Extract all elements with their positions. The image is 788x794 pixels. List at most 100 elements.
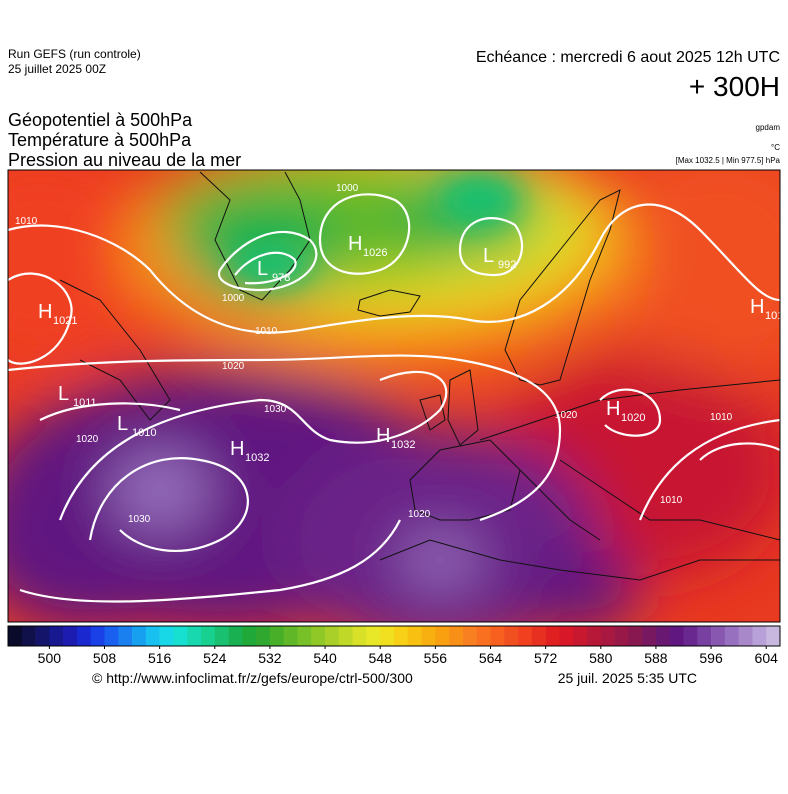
isobar-label: 1020 — [76, 434, 99, 445]
colorbar-tick-label: 604 — [755, 650, 779, 666]
run-date: 25 juillet 2025 00Z — [8, 62, 106, 76]
colorbar-tick-label: 572 — [534, 650, 558, 666]
colorbar-frame — [7, 625, 781, 647]
colorbar-swatch — [655, 626, 671, 646]
lead-time: + 300H — [689, 71, 780, 102]
center-pressure: 1032 — [391, 439, 415, 451]
colorbar-swatch — [49, 626, 64, 646]
colorbar-swatch — [614, 626, 629, 646]
colorbar-swatch — [201, 626, 216, 646]
colorbar-tick-label: 548 — [369, 650, 393, 666]
colorbar-tick-label: 532 — [258, 650, 282, 666]
colorbar-swatch — [421, 626, 436, 646]
center-symbol: H — [376, 425, 390, 447]
colorbar-swatch — [628, 626, 643, 646]
colorbar-swatch — [132, 626, 147, 646]
colorbar-swatch — [394, 626, 409, 646]
colorbar-tick-label: 500 — [38, 650, 62, 666]
center-pressure: 1032 — [245, 452, 269, 464]
colorbar-tick-label: 588 — [644, 650, 668, 666]
colorbar-swatch — [145, 626, 160, 646]
colorbar-swatch — [311, 626, 326, 646]
colorbar-swatch — [642, 626, 657, 646]
colorbar-swatch — [8, 626, 23, 646]
isobar-label: 1020 — [555, 410, 578, 421]
center-symbol: H — [606, 398, 620, 420]
colorbar-tick-label: 540 — [313, 650, 337, 666]
unit: °C — [771, 143, 780, 152]
colorbar-swatch — [683, 626, 698, 646]
center-pressure: 1021 — [53, 315, 77, 327]
colorbar-swatch — [159, 626, 174, 646]
colorbar-tick-label: 580 — [589, 650, 613, 666]
generated: 25 juil. 2025 5:35 UTC — [558, 670, 697, 686]
center-symbol: H — [38, 301, 52, 323]
isobar-label: 1020 — [408, 509, 431, 520]
isobar-label: 1030 — [264, 404, 287, 415]
colorbar-swatch — [283, 626, 298, 646]
colorbar-swatch — [256, 626, 271, 646]
colorbar-swatch — [297, 626, 312, 646]
title: Température à 500hPa — [8, 130, 192, 150]
colorbar-swatch — [752, 626, 767, 646]
colorbar-swatch — [21, 626, 36, 646]
colorbar-swatch — [504, 626, 519, 646]
colorbar-tick-label: 564 — [479, 650, 503, 666]
center-symbol: L — [117, 413, 128, 435]
colorbar-tick-label: 516 — [148, 650, 172, 666]
colorbar-swatch — [600, 626, 615, 646]
colorbar-swatch — [63, 626, 78, 646]
colorbar-swatch — [407, 626, 422, 646]
isobar-label: 1000 — [222, 293, 245, 304]
center-symbol: H — [348, 233, 362, 255]
colorbar-swatch — [104, 626, 119, 646]
center-pressure: 101 — [765, 310, 783, 322]
colorbar-swatch — [738, 626, 753, 646]
colorbar-swatch — [711, 626, 726, 646]
colorbar-swatch — [766, 626, 781, 646]
isobar-label: 1010 — [255, 326, 278, 337]
colorbar-swatch — [669, 626, 684, 646]
isobar-label: 1000 — [336, 183, 359, 194]
colorbar-swatch — [228, 626, 243, 646]
colorbar-swatch — [462, 626, 478, 646]
colorbar-swatch — [338, 626, 353, 646]
colorbar-swatch — [573, 626, 588, 646]
forecast-time: Echéance : mercredi 6 aout 2025 12h UTC — [476, 49, 780, 66]
colorbar-swatch — [559, 626, 574, 646]
center-symbol: L — [483, 245, 494, 267]
colorbar-tick-label: 524 — [203, 650, 227, 666]
unit: gpdam — [756, 123, 781, 132]
unit: [Max 1032.5 | Min 977.5] hPa — [676, 156, 781, 165]
map-frame — [7, 169, 781, 623]
colorbar-swatch — [366, 626, 381, 646]
colorbar-swatch — [724, 626, 739, 646]
colorbar-swatch — [214, 626, 229, 646]
isobar-label: 1030 — [128, 514, 151, 525]
center-pressure: 992 — [498, 259, 516, 271]
center-pressure: 1020 — [621, 412, 645, 424]
center-pressure: 1010 — [132, 427, 156, 439]
colorbar-tick-label: 508 — [93, 650, 117, 666]
center-symbol: L — [58, 383, 69, 405]
colorbar-swatch — [587, 626, 602, 646]
colorbar-swatch — [35, 626, 50, 646]
run: Run GEFS (run controle) — [8, 47, 141, 61]
colorbar-swatch — [518, 626, 533, 646]
source: © http://www.infoclimat.fr/z/gefs/europe… — [92, 670, 413, 686]
colorbar-swatch — [490, 626, 505, 646]
center-pressure: 978 — [272, 272, 290, 284]
colorbar-swatch — [187, 626, 202, 646]
colorbar-swatch — [269, 626, 285, 646]
colorbar-swatch — [118, 626, 133, 646]
colorbar-swatch — [449, 626, 464, 646]
colorbar-swatch — [352, 626, 367, 646]
center-symbol: L — [257, 258, 268, 280]
title: Pression au niveau de la mer — [8, 150, 241, 170]
center-pressure: 1026 — [363, 247, 387, 259]
title: Géopotentiel à 500hPa — [8, 110, 193, 130]
colorbar-swatch — [545, 626, 560, 646]
colorbar-swatch — [173, 626, 188, 646]
